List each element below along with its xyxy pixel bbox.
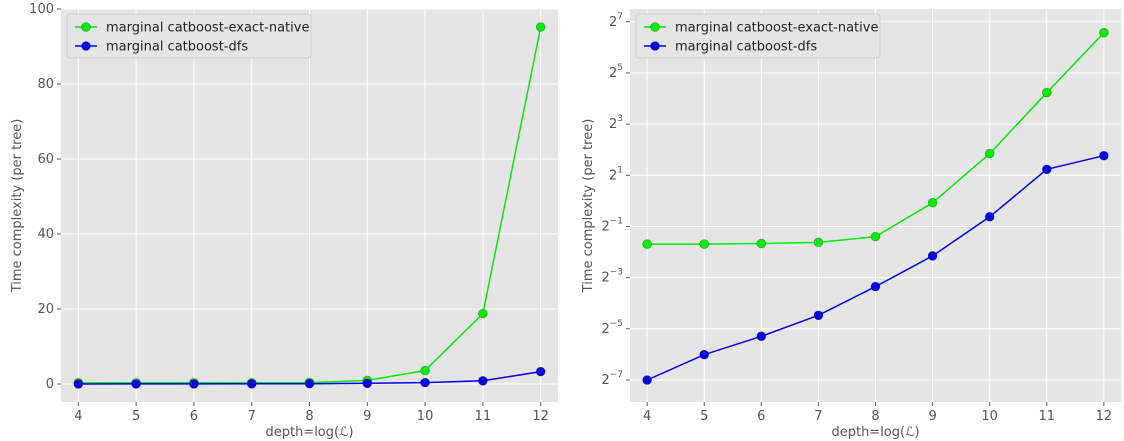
- x-tick-label: 10: [417, 409, 434, 424]
- x-tick-label: 10: [981, 409, 998, 424]
- data-point: [73, 379, 84, 389]
- x-tick-label: 9: [363, 409, 371, 424]
- legend-marker: [81, 22, 91, 32]
- x-tick-label: 12: [1096, 409, 1113, 424]
- data-point: [870, 281, 881, 292]
- y-tick-label: 2−7: [601, 370, 623, 388]
- legend-marker: [81, 41, 91, 51]
- data-point: [984, 211, 995, 222]
- chart-right-log: 4 5 6 7 8 9 10 11 12 2−7 2−5 2−3 2−1 21 23 25 27 depth=lo…: [581, 9, 1121, 440]
- chart-left-linear: 4 5 6 7 8 9 10 11 12 0 20 40 60 80 100 depth=log(ℒ) Time…: [10, 2, 558, 440]
- y-tick-label: 60: [37, 152, 54, 167]
- legend-marker: [650, 41, 660, 51]
- data-point: [304, 378, 315, 389]
- y-tick-label: 0: [46, 377, 54, 392]
- x-tick-label: 8: [305, 409, 313, 424]
- data-point: [984, 148, 995, 159]
- legend-box: [635, 13, 881, 59]
- y-tick-label: 40: [37, 227, 54, 242]
- legend-box: [66, 13, 312, 59]
- data-point: [813, 310, 824, 321]
- data-point: [870, 231, 881, 242]
- legend-label: marginal catboost-dfs: [675, 40, 817, 55]
- data-point: [813, 237, 824, 248]
- x-axis-label: depth=log(ℒ): [265, 425, 353, 440]
- data-point: [131, 379, 141, 389]
- data-point: [1099, 27, 1109, 38]
- x-tick-label: 8: [871, 409, 879, 424]
- data-point: [420, 377, 430, 388]
- data-point: [420, 365, 430, 376]
- data-point: [1099, 150, 1109, 161]
- data-point: [478, 308, 488, 319]
- x-tick-label: 12: [532, 409, 549, 424]
- y-axis-label: Time complexity (per tree): [581, 119, 596, 294]
- data-point: [699, 239, 710, 249]
- y-tick-label: 2−3: [601, 268, 623, 286]
- data-point: [478, 376, 488, 386]
- legend-label: marginal catboost-exact-native: [675, 21, 878, 36]
- y-tick-label: 25: [609, 63, 623, 81]
- x-tick-label: 7: [814, 409, 822, 424]
- data-point: [699, 349, 710, 360]
- data-point: [927, 197, 938, 208]
- data-point: [756, 238, 767, 249]
- data-point: [642, 239, 652, 249]
- y-tick-label: 27: [609, 12, 623, 30]
- x-tick-label: 6: [190, 409, 198, 424]
- x-tick-label: 11: [1039, 409, 1056, 424]
- data-point: [362, 378, 373, 389]
- data-point: [1041, 164, 1052, 175]
- x-tick-label: 5: [700, 409, 708, 424]
- legend-label: marginal catboost-exact-native: [106, 21, 309, 36]
- x-tick-label: 5: [132, 409, 140, 424]
- x-tick-label: 6: [757, 409, 765, 424]
- x-tick-label: 4: [643, 409, 651, 424]
- data-point: [535, 366, 546, 377]
- data-point: [535, 22, 546, 32]
- data-point: [927, 251, 938, 261]
- y-axis-label: Time complexity (per tree): [10, 119, 25, 294]
- y-tick-label: 20: [37, 302, 54, 317]
- y-tick-label: 2−5: [601, 319, 623, 337]
- y-tick-label: 23: [609, 114, 623, 132]
- y-tick-label: 21: [609, 165, 623, 183]
- x-tick-label: 4: [74, 409, 82, 424]
- legend-label: marginal catboost-dfs: [106, 40, 248, 55]
- x-tick-label: 9: [928, 409, 936, 424]
- data-point: [189, 379, 199, 389]
- y-tick-label: 80: [37, 77, 54, 92]
- data-point: [246, 379, 257, 389]
- data-point: [1041, 87, 1052, 98]
- x-tick-label: 7: [248, 409, 256, 424]
- y-tick-label: 2−1: [601, 216, 623, 234]
- y-tick-label: 100: [29, 2, 54, 17]
- x-tick-label: 11: [475, 409, 492, 424]
- legend-marker: [650, 22, 660, 32]
- x-axis-label: depth=log(ℒ): [831, 425, 919, 440]
- data-point: [642, 375, 652, 385]
- data-point: [756, 331, 767, 342]
